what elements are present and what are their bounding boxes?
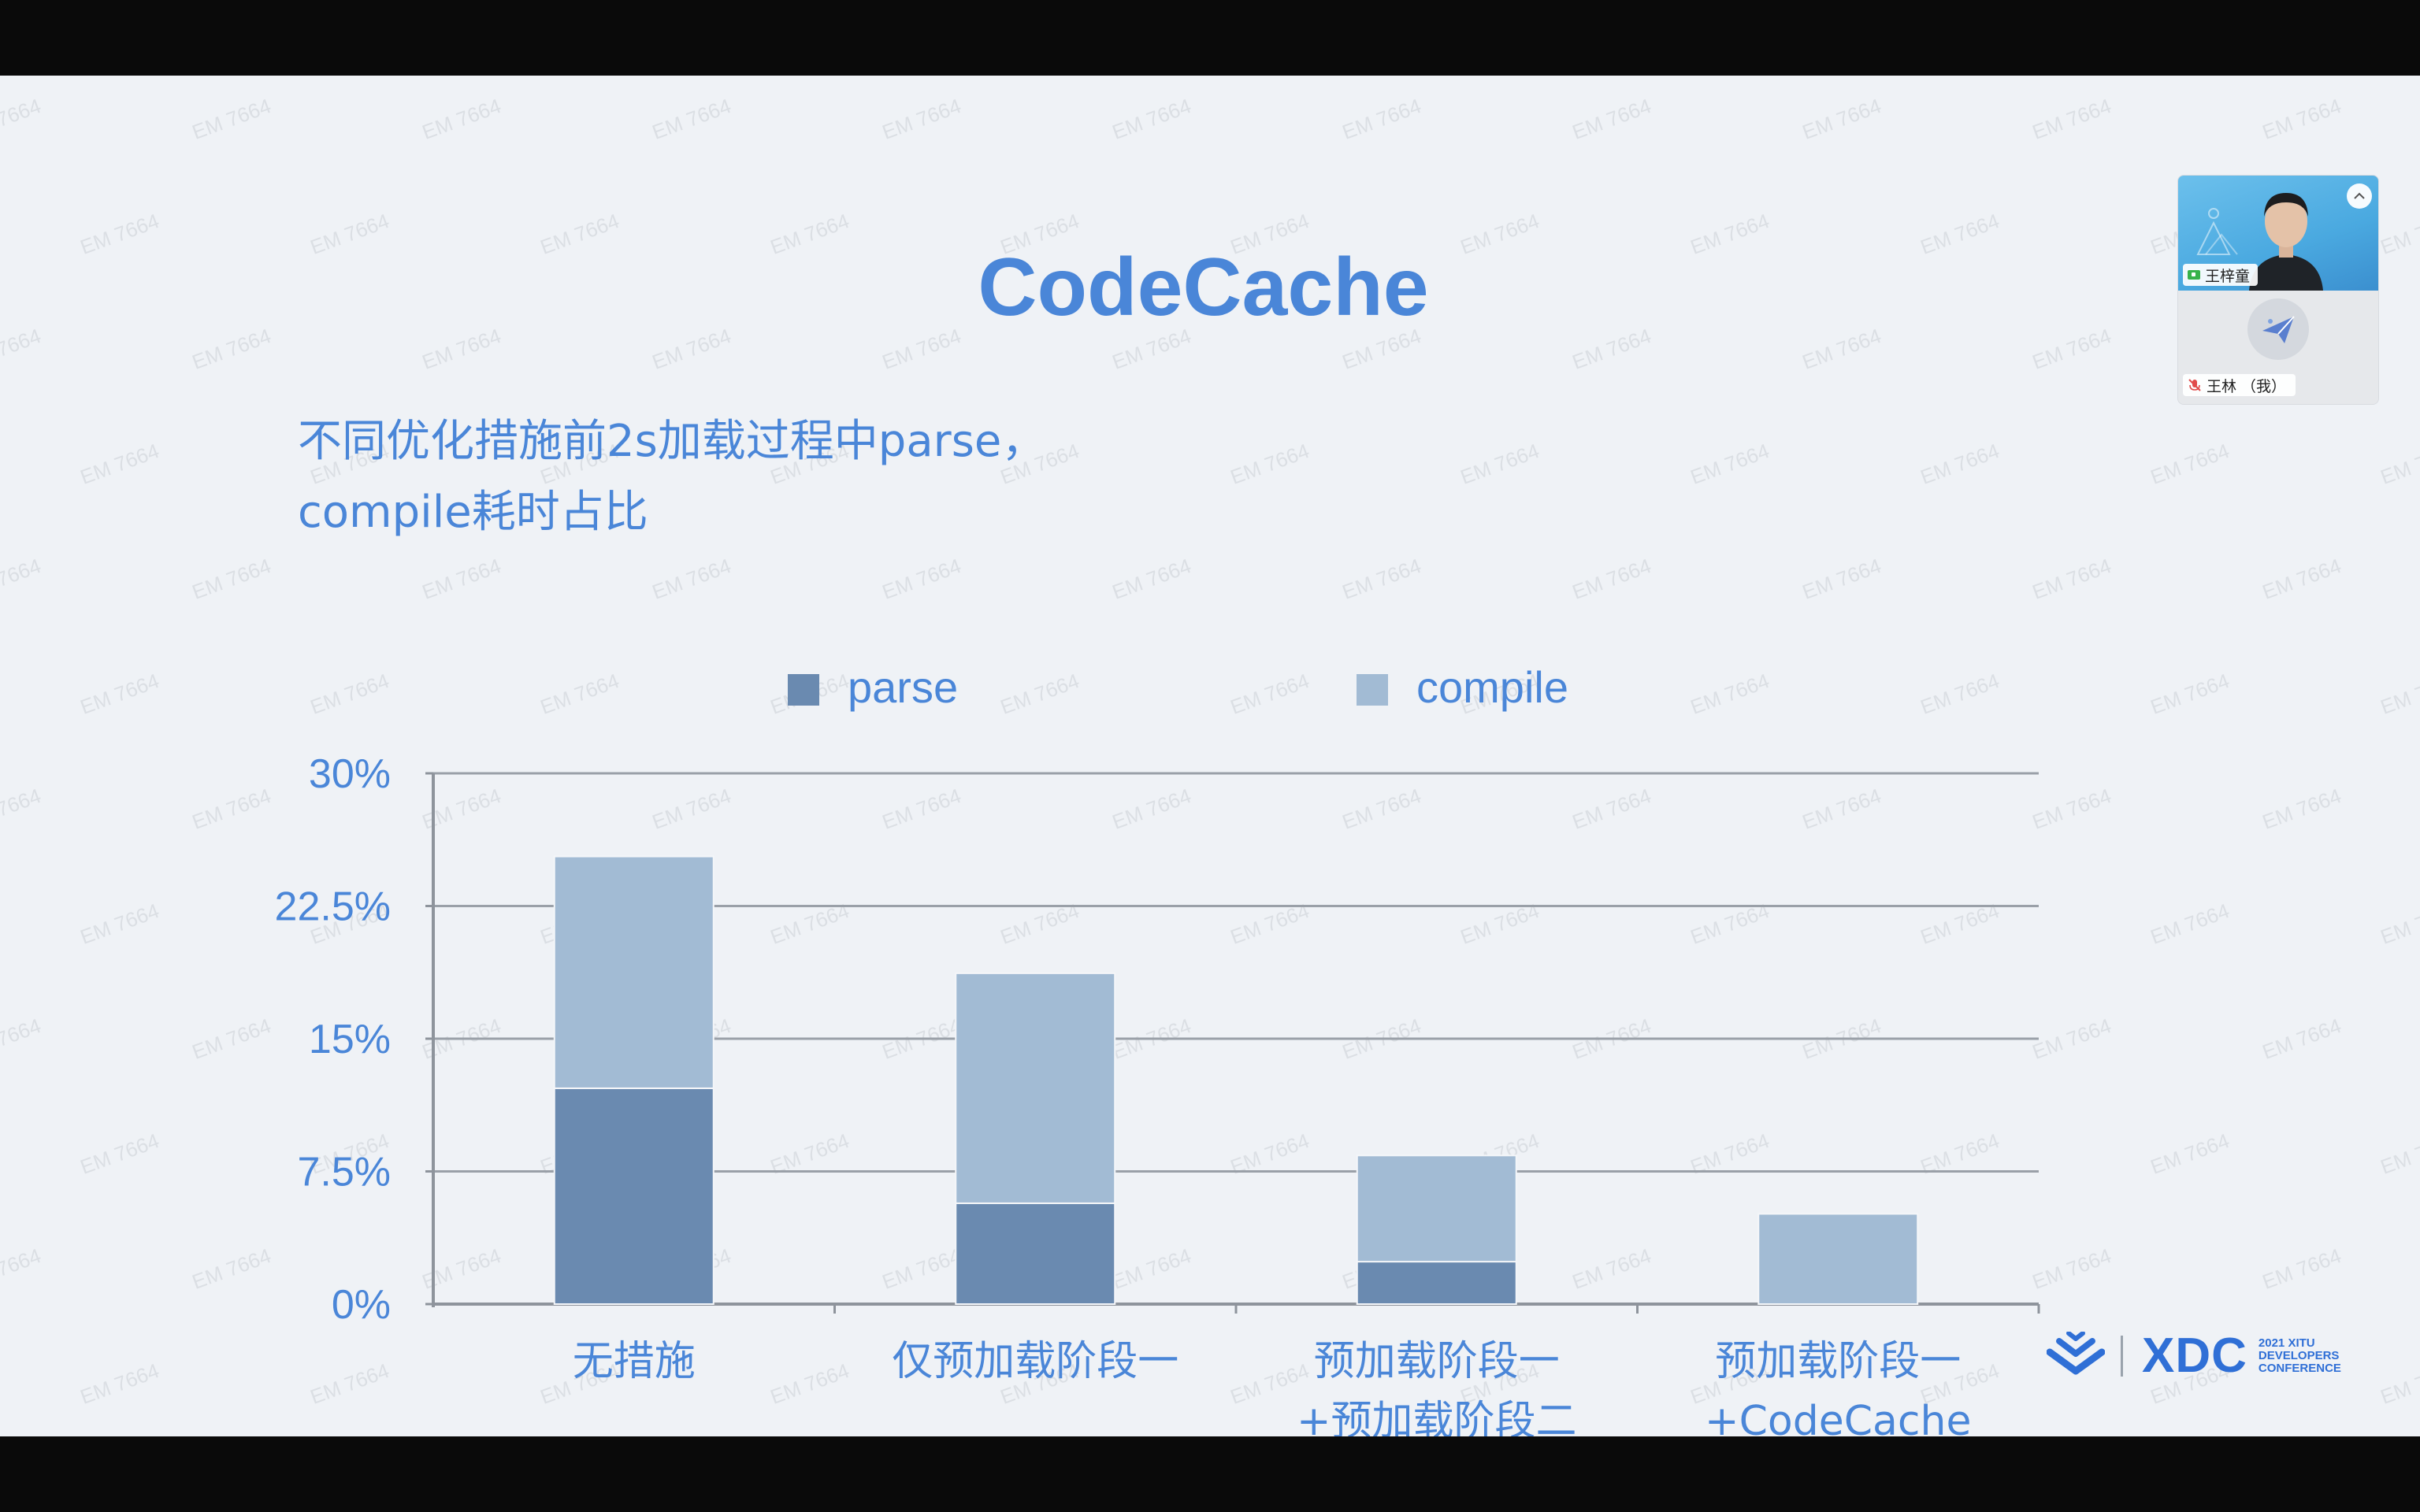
bar-parse <box>955 1202 1116 1305</box>
x-category-label: 仅预加载阶段一 <box>892 1338 1178 1385</box>
watermark-text: EM 7664 <box>2147 439 2233 489</box>
watermark-text: EM 7664 <box>1338 94 1424 144</box>
y-tick-label: 0% <box>332 1282 391 1328</box>
logo-subtext: 2021 XITU DEVELOPERS CONFERENCE <box>2258 1336 2341 1375</box>
slide-title: CodeCache <box>978 242 1429 333</box>
self-name-tag: 王林 （我） <box>2183 374 2296 396</box>
watermark-text: EM 7664 <box>76 669 162 719</box>
bar-compile <box>1757 1213 1919 1305</box>
x-category-label: +CodeCache <box>1705 1398 1971 1436</box>
watermark-text: EM 7664 <box>648 554 734 604</box>
stacked-bar-chart: 0% 7.5% 15% 22.5% 30% 无措施 仅预加载阶段一 预加载阶段一 +预加载阶段二… <box>275 662 2040 1436</box>
chevron-up-icon[interactable] <box>2347 183 2372 209</box>
mic-off-icon[interactable] <box>2188 378 2202 392</box>
watermark-text: EM 7664 <box>0 1243 44 1294</box>
bar-parse <box>553 1087 714 1305</box>
watermark-text: EM 7664 <box>2147 899 2233 949</box>
watermark-text: EM 7664 <box>0 554 44 604</box>
paper-plane-icon <box>2262 316 2295 343</box>
letterbox-top <box>0 0 2420 76</box>
watermark-text: EM 7664 <box>2259 1243 2344 1294</box>
presenter-name-tag: 王梓童 <box>2183 264 2259 286</box>
xdc-chevron-icon <box>2047 1331 2105 1374</box>
subtitle-line-2: compile耗时占比 <box>298 487 648 538</box>
slide-subtitle: 不同优化措施前2s加载过程中parse， compile耗时占比 <box>298 406 1243 548</box>
logo-divider <box>2121 1335 2123 1377</box>
watermark-text: EM 7664 <box>1568 94 1654 144</box>
watermark-text: EM 7664 <box>1917 439 2002 489</box>
self-avatar <box>2247 298 2309 360</box>
watermark-text: EM 7664 <box>1798 94 1884 144</box>
legend-label-parse: parse <box>848 662 958 712</box>
legend-label-compile: compile <box>1416 662 1568 712</box>
watermark-text: EM 7664 <box>648 94 734 144</box>
watermark-text: EM 7664 <box>0 784 44 834</box>
watermark-text: EM 7664 <box>2377 899 2420 949</box>
watermark-text: EM 7664 <box>878 94 964 144</box>
logo-text: XDC <box>2142 1329 2247 1383</box>
watermark-text: EM 7664 <box>2028 94 2114 144</box>
legend-swatch-parse <box>788 674 819 706</box>
x-category-label: +预加载阶段二 <box>1297 1398 1577 1436</box>
xdc-conference-logo: XDC 2021 XITU DEVELOPERS CONFERENCE <box>2047 1328 2341 1384</box>
y-tick-label: 30% <box>309 751 391 797</box>
watermark-text: EM 7664 <box>1568 554 1654 604</box>
logo-sub-1: 2021 XITU <box>2258 1336 2315 1350</box>
bar-compile <box>1356 1154 1517 1263</box>
watermark-text: EM 7664 <box>2259 94 2344 144</box>
watermark-text: EM 7664 <box>1108 554 1194 604</box>
watermark-text: EM 7664 <box>1338 554 1424 604</box>
presenter-video-tile[interactable]: 王梓童 <box>2178 176 2378 291</box>
watermark-text: EM 7664 <box>1687 439 1772 489</box>
watermark-text: EM 7664 <box>1457 439 1542 489</box>
watermark-text: EM 7664 <box>418 94 504 144</box>
meeting-participants-panel[interactable]: 王梓童 王林 （我） <box>2177 175 2379 405</box>
presenter-name: 王梓童 <box>2205 267 2251 285</box>
watermark-text: EM 7664 <box>76 899 162 949</box>
presentation-slide: EM 7664 EM 7664 EM 7664 EM 7664 EM 7664 EM 76… <box>0 76 2420 1436</box>
watermark-text: EM 7664 <box>0 94 44 144</box>
bar-compile <box>553 855 714 1089</box>
self-video-tile[interactable]: 王林 （我） <box>2178 291 2378 404</box>
watermark-text: EM 7664 <box>2259 784 2344 834</box>
self-name: 王林 （我） <box>2207 377 2287 395</box>
letterbox-bottom <box>0 1436 2420 1512</box>
watermark-text: EM 7664 <box>2028 554 2114 604</box>
watermark-text: EM 7664 <box>188 554 274 604</box>
x-category-label: 无措施 <box>573 1338 696 1385</box>
subtitle-line-1: 不同优化措施前2s加载过程中parse， <box>298 416 1046 467</box>
watermark-text: EM 7664 <box>2377 1358 2420 1409</box>
watermark-text: EM 7664 <box>1108 94 1194 144</box>
presenter-person <box>2249 193 2323 291</box>
watermark-text: EM 7664 <box>878 554 964 604</box>
x-category-label: 预加载阶段一 <box>1314 1338 1560 1385</box>
watermark-text: EM 7664 <box>2259 1014 2344 1064</box>
watermark-text: EM 7664 <box>1798 554 1884 604</box>
legend-swatch-compile <box>1357 674 1388 706</box>
watermark-text: EM 7664 <box>2259 554 2344 604</box>
background-illustration <box>2196 208 2238 255</box>
y-tick-label: 7.5% <box>297 1150 391 1195</box>
watermark-text: EM 7664 <box>0 1014 44 1064</box>
logo-sub-3: CONFERENCE <box>2258 1361 2341 1375</box>
logo-sub-2: DEVELOPERS <box>2258 1348 2340 1362</box>
watermark-text: EM 7664 <box>2377 669 2420 719</box>
screen-share-icon <box>2188 270 2200 280</box>
watermark-text: EM 7664 <box>2147 669 2233 719</box>
watermark-text: EM 7664 <box>2377 1128 2420 1179</box>
x-category-label: 预加载阶段一 <box>1715 1338 1961 1385</box>
y-tick-label: 22.5% <box>275 884 391 930</box>
y-tick-label: 15% <box>309 1017 391 1062</box>
bar-compile <box>955 972 1116 1204</box>
bar-parse <box>1356 1261 1517 1306</box>
watermark-text: EM 7664 <box>2377 439 2420 489</box>
watermark-text: EM 7664 <box>188 94 274 144</box>
watermark-text: EM 7664 <box>418 554 504 604</box>
watermark-text: EM 7664 <box>2147 1128 2233 1179</box>
watermark-text: EM 7664 <box>76 1128 162 1179</box>
watermark-text: EM 7664 <box>76 1358 162 1409</box>
watermark-text: EM 7664 <box>76 439 162 489</box>
